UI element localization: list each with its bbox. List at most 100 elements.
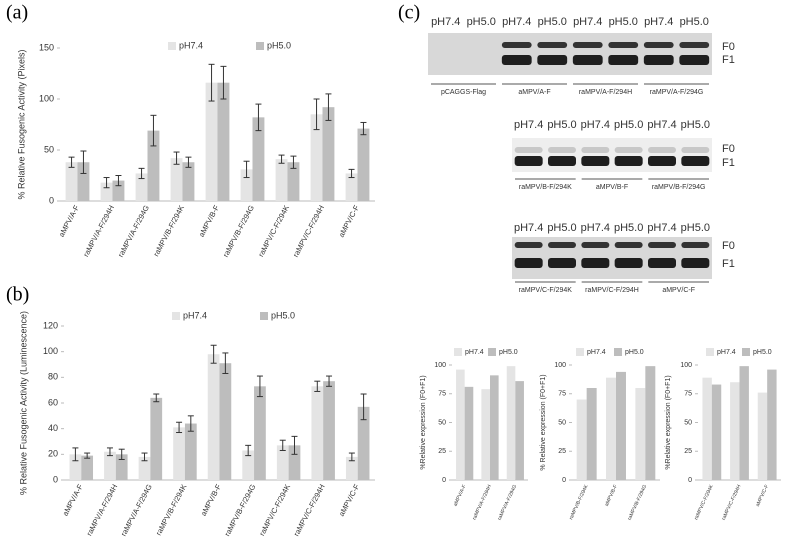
bar [184,423,197,480]
band [581,242,610,248]
legend-swatch [172,312,180,320]
ph-label: pH7.4 [647,119,676,131]
bar [275,159,288,201]
legend-swatch [168,42,176,50]
band-label: F1 [722,258,735,270]
error-bar [150,114,157,147]
bar [100,182,113,201]
bar [606,377,616,480]
y-tick-label: 25 [558,448,566,455]
x-tick-label: raMPV/B-F/294K [568,483,590,520]
bar [730,382,740,480]
band [581,147,610,153]
lane-label: pCAGGS-Flag [441,89,486,96]
bar [182,162,195,201]
lane-label: aMPV/B-F [596,184,628,191]
legend-swatch [706,348,714,356]
error-bar [325,93,332,121]
band [548,147,576,153]
error-bar [138,167,145,180]
band [648,147,676,153]
band-label: F0 [722,240,735,252]
band [648,242,676,248]
bar [345,456,358,480]
ph-label: pH7.4 [647,222,676,234]
ph-label: pH7.4 [581,222,610,234]
band [514,258,543,268]
x-tick-label: raMPV/C-F/294H [721,484,743,522]
bar [616,371,626,480]
error-bar [118,448,125,460]
band [581,156,610,166]
y-axis-label: % Relative Fusogenic Activity (Luminesce… [18,311,28,495]
error-bar [348,452,355,462]
y-tick-label: 20 [48,449,58,459]
bar [138,456,151,480]
band [548,242,576,248]
error-bar [80,150,87,174]
error-bar [279,439,286,451]
band [537,55,568,65]
blot-background [512,237,712,279]
x-tick-label: raMPV/C-F/294K [693,483,715,521]
band [548,156,576,166]
legend-label: pH7.4 [587,349,606,356]
y-tick-label: 50 [684,419,692,426]
legend-label: pH7.4 [465,349,484,356]
y-tick-label: 0 [688,477,692,484]
band [614,156,643,166]
band-label: F0 [722,41,735,53]
legend-swatch [614,348,622,356]
y-tick-label: 100 [680,362,692,369]
bar [586,388,597,480]
band [537,42,568,48]
legend-swatch [576,348,584,356]
panel-label: (a) [6,2,28,24]
x-tick-label: raMPV/A-F/294H [471,484,493,521]
bar [322,107,335,201]
bar [464,386,474,480]
x-tick-label: aMPV/C-F [337,203,362,239]
error-bar [115,175,122,187]
bar [135,173,148,201]
bar [287,162,300,201]
band [608,42,639,48]
legend-label: pH5.0 [753,349,772,356]
bar [173,427,185,480]
band [681,156,710,166]
legend-swatch [260,312,268,320]
x-tick-label: raMPV/B-F/294G [221,204,256,259]
bar [576,399,587,480]
y-tick-label: 75 [558,391,566,398]
bar [276,445,289,480]
bar [739,366,749,480]
band [514,242,543,248]
bar [219,363,232,480]
bar [310,114,323,201]
ph-label: pH5.0 [680,16,709,28]
x-tick-label: aMPV/B-F [199,482,223,517]
lane-label: raMPV/C-F/294H [585,287,639,294]
ph-label: pH5.0 [614,222,643,234]
y-tick-label: 60 [48,397,58,407]
error-bar [141,452,148,462]
error-bar [290,155,297,169]
error-bar [187,415,194,432]
y-tick-label: 120 [43,320,58,330]
legend-label: pH5.0 [267,40,291,50]
bar [252,117,265,201]
lane-label: aMPV/A-F [518,89,550,96]
error-bar [313,98,320,131]
legend-swatch [488,348,496,356]
y-axis-label: % Relative Fusogenic Activity (Pixels) [16,49,26,199]
error-bar [106,447,113,457]
ph-label: pH7.4 [644,16,673,28]
bar [702,377,712,480]
error-bar [103,177,110,189]
error-bar [348,168,355,179]
lane-label: raMPV/B-F/294G [652,184,706,191]
bar [217,82,230,201]
bar [65,162,78,201]
error-bar [255,103,262,132]
